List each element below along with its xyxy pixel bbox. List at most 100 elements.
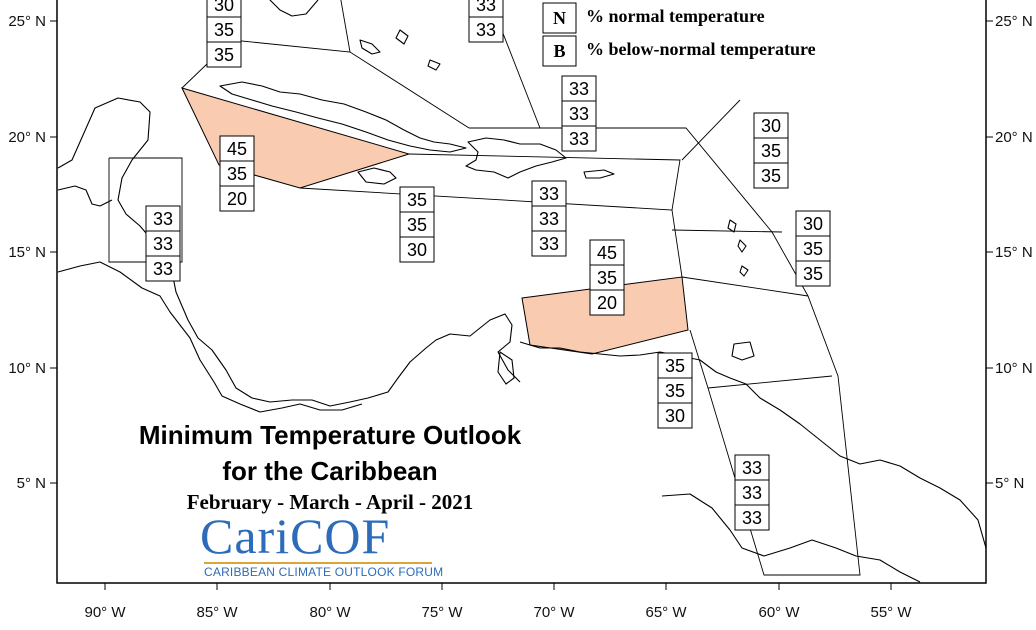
legend-key-box [542, 2, 577, 34]
forecast-cell [219, 160, 255, 187]
coast-jamaica [357, 167, 397, 185]
coast-bahamas-1 [359, 39, 381, 55]
forecast-cell [145, 230, 181, 257]
coast-yucatan-bay [57, 185, 113, 207]
forecast-box: 33 33 33 [561, 75, 597, 152]
forecast-value: 35 [665, 381, 685, 401]
forecast-cell [795, 260, 831, 287]
forecast-period: February - March - April - 2021 [186, 490, 474, 514]
forecast-boxes: 3035353333333333453520303535353530333333… [145, 0, 831, 531]
lat-label-right: 5° N [995, 475, 1024, 492]
forecast-cell [219, 185, 255, 212]
map-title-line2: for the Caribbean [222, 456, 438, 486]
forecast-value: 33 [569, 129, 589, 149]
legend-key: N [553, 8, 566, 28]
highlight-region-cuba-jamaica [181, 87, 411, 189]
forecast-value: 33 [569, 79, 589, 99]
forecast-value: 33 [153, 234, 173, 254]
forecast-cell [145, 255, 181, 282]
boundary-10 [671, 229, 783, 233]
lon-label: 60° W [758, 604, 800, 621]
forecast-value: 30 [665, 406, 685, 426]
lat-label-right: 20° N [995, 129, 1033, 146]
lon-label: 55° W [870, 604, 912, 621]
lat-label-right: 10° N [995, 360, 1033, 377]
forecast-cell [657, 402, 693, 429]
forecast-cell [795, 235, 831, 262]
lat-label-left: 10° N [8, 360, 46, 377]
logo-divider [204, 562, 432, 564]
forecast-box: 33 33 33 [531, 180, 567, 257]
forecast-value: 35 [597, 268, 617, 288]
forecast-cell [734, 454, 770, 481]
forecast-cell [589, 289, 625, 316]
coast-florida [269, 0, 319, 17]
lat-label-left: 5° N [17, 475, 46, 492]
forecast-cell [753, 137, 789, 164]
forecast-cell [145, 205, 181, 232]
map-title: Minimum Temperature Outlook [138, 420, 522, 450]
forecast-box: 30 35 35 [795, 210, 831, 287]
coast-central-america [57, 97, 521, 407]
latitude-labels-left: 25° N 20° N 15° N 10° N 5° N [8, 13, 57, 492]
forecast-value: 33 [476, 20, 496, 40]
forecast-value: 20 [597, 293, 617, 313]
boundary-6 [299, 187, 683, 278]
forecast-value: 35 [407, 215, 427, 235]
legend-label: % normal temperature [586, 6, 765, 26]
coast-lesser-antilles-3 [739, 265, 749, 277]
coast-bahamas-2 [395, 29, 409, 45]
forecast-value: 45 [597, 243, 617, 263]
forecast-cell [561, 125, 597, 152]
lat-label-left: 25° N [8, 13, 46, 30]
forecast-value: 30 [761, 116, 781, 136]
coast-cuba [219, 81, 467, 153]
forecast-box: 35 35 30 [657, 352, 693, 429]
forecast-cell [399, 236, 435, 263]
coast-bahamas-3 [427, 59, 441, 71]
forecast-box: 30 35 35 [206, 0, 242, 68]
boundary-11 [707, 375, 833, 389]
forecast-value: 33 [539, 209, 559, 229]
lon-label: 85° W [196, 604, 238, 621]
logo-wordmark: CariCOF [200, 508, 391, 564]
forecast-cell [657, 352, 693, 379]
legend: N % normal temperature B % below-normal tem… [542, 2, 816, 67]
map-frame [56, 0, 987, 584]
logo-tagline: CARIBBEAN CLIMATE OUTLOOK FORUM [204, 565, 444, 579]
forecast-value: 35 [227, 164, 247, 184]
forecast-box: 35 35 30 [399, 186, 435, 263]
longitude-labels: 90° W 85° W 80° W 75° W 70° W 65° W 60° W 55° W [84, 583, 912, 621]
forecast-value: 30 [214, 0, 234, 15]
forecast-box: 33 33 33 [734, 454, 770, 531]
forecast-cell [468, 16, 504, 43]
coast-south-america-interior [661, 493, 921, 583]
coast-lake-maracaibo [497, 351, 515, 385]
forecast-cell [399, 186, 435, 213]
forecast-cell [561, 75, 597, 102]
forecast-value: 45 [227, 139, 247, 159]
forecast-value: 35 [407, 190, 427, 210]
lat-label-right: 15° N [995, 244, 1033, 261]
forecast-value: 35 [761, 166, 781, 186]
coast-hispaniola [465, 137, 567, 179]
coast-central-america-pacific [57, 261, 363, 413]
caricof-logo: CariCOF [200, 510, 390, 562]
legend-key: B [553, 41, 565, 61]
lon-label: 90° W [84, 604, 126, 621]
coast-trinidad [731, 341, 755, 361]
forecast-box: 30 35 35 [753, 112, 789, 189]
forecast-cell [734, 504, 770, 531]
legend-label: % below-normal temperature [586, 39, 816, 59]
forecast-box: 45 35 20 [219, 135, 255, 212]
lat-label-left: 15° N [8, 244, 46, 261]
lat-label-right: 25° N [995, 13, 1033, 30]
boundary-12 [681, 99, 741, 161]
forecast-cell [561, 100, 597, 127]
forecast-value: 35 [803, 239, 823, 259]
boundary-3 [340, 0, 351, 53]
boundary-7 [108, 157, 183, 263]
forecast-value: 33 [153, 209, 173, 229]
